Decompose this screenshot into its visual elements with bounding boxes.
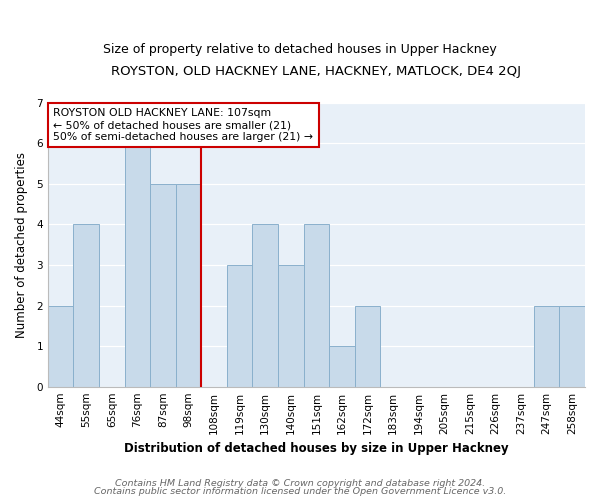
Bar	[73, 224, 99, 386]
Text: Contains HM Land Registry data © Crown copyright and database right 2024.: Contains HM Land Registry data © Crown c…	[115, 478, 485, 488]
Text: ROYSTON OLD HACKNEY LANE: 107sqm
← 50% of detached houses are smaller (21)
50% o: ROYSTON OLD HACKNEY LANE: 107sqm ← 50% o…	[53, 108, 313, 142]
Bar	[150, 184, 176, 386]
Bar	[278, 265, 304, 386]
Bar	[304, 224, 329, 386]
Bar	[355, 306, 380, 386]
Text: Contains public sector information licensed under the Open Government Licence v3: Contains public sector information licen…	[94, 487, 506, 496]
Bar	[253, 224, 278, 386]
Y-axis label: Number of detached properties: Number of detached properties	[15, 152, 28, 338]
Title: ROYSTON, OLD HACKNEY LANE, HACKNEY, MATLOCK, DE4 2QJ: ROYSTON, OLD HACKNEY LANE, HACKNEY, MATL…	[112, 65, 521, 78]
Bar	[559, 306, 585, 386]
Bar	[329, 346, 355, 387]
Bar	[176, 184, 201, 386]
Bar	[227, 265, 253, 386]
Bar	[48, 306, 73, 386]
Text: Size of property relative to detached houses in Upper Hackney: Size of property relative to detached ho…	[103, 42, 497, 56]
Bar	[125, 144, 150, 386]
X-axis label: Distribution of detached houses by size in Upper Hackney: Distribution of detached houses by size …	[124, 442, 509, 455]
Bar	[534, 306, 559, 386]
